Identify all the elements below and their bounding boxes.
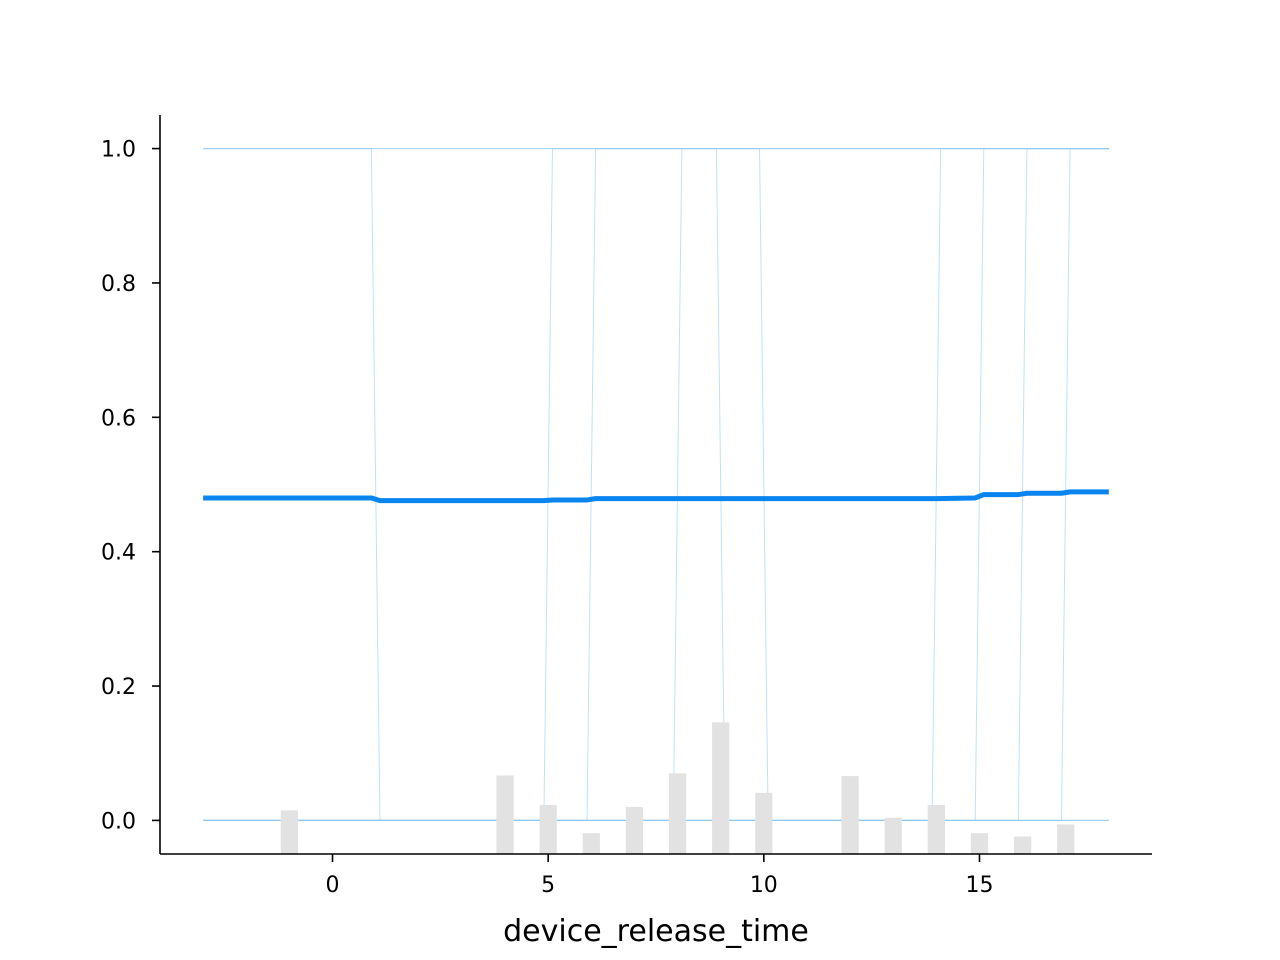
histogram-bar — [1057, 824, 1075, 854]
ice-line-10 — [203, 148, 1109, 821]
histogram-bar — [625, 806, 644, 854]
y-tick-label: 0.8 — [101, 272, 136, 297]
x-tick-label: 10 — [750, 873, 778, 898]
average-curve — [203, 489, 1109, 504]
y-tick-label: 0.6 — [101, 406, 136, 431]
histogram-bar — [668, 773, 687, 854]
y-tick-label: 1.0 — [101, 138, 136, 163]
x-tick-label: 0 — [326, 873, 340, 898]
ice-line-2 — [203, 148, 1109, 821]
histogram-bar — [755, 792, 773, 854]
average-line — [203, 489, 1109, 504]
ice-line-7 — [203, 148, 1109, 821]
x-ticks: 0 5 10 15 — [326, 854, 993, 898]
y-tick-label: 0.4 — [101, 541, 136, 566]
y-ticks: 0.0 0.2 0.4 0.6 0.8 1.0 — [101, 138, 160, 834]
ice-line-1 — [203, 148, 1109, 821]
ice-line-6 — [203, 148, 1109, 821]
histogram-bar — [496, 775, 514, 854]
y-tick-label: 0.2 — [101, 675, 136, 700]
histogram-bar — [280, 810, 299, 854]
ice-lines — [203, 148, 1109, 821]
histogram-bar — [1013, 836, 1032, 854]
feature-histogram — [280, 722, 1075, 854]
ice-line-4 — [203, 148, 1109, 821]
histogram-bar — [841, 776, 859, 854]
y-tick-label: 0.0 — [101, 809, 136, 834]
x-tick-label: 15 — [965, 873, 993, 898]
axes — [159, 115, 1152, 855]
ice-line-8 — [203, 148, 1109, 821]
histogram-bar — [970, 833, 989, 854]
x-tick-label: 5 — [541, 873, 555, 898]
ice-line-5 — [203, 148, 1109, 821]
histogram-bar — [927, 804, 945, 854]
ice-line-3 — [203, 148, 1109, 821]
histogram-bar — [539, 804, 557, 854]
histogram-bar — [582, 833, 600, 854]
x-axis-label: device_release_time — [503, 914, 809, 949]
histogram-bar — [884, 817, 902, 854]
ice-line-9 — [203, 148, 1109, 821]
histogram-bar — [712, 722, 730, 854]
